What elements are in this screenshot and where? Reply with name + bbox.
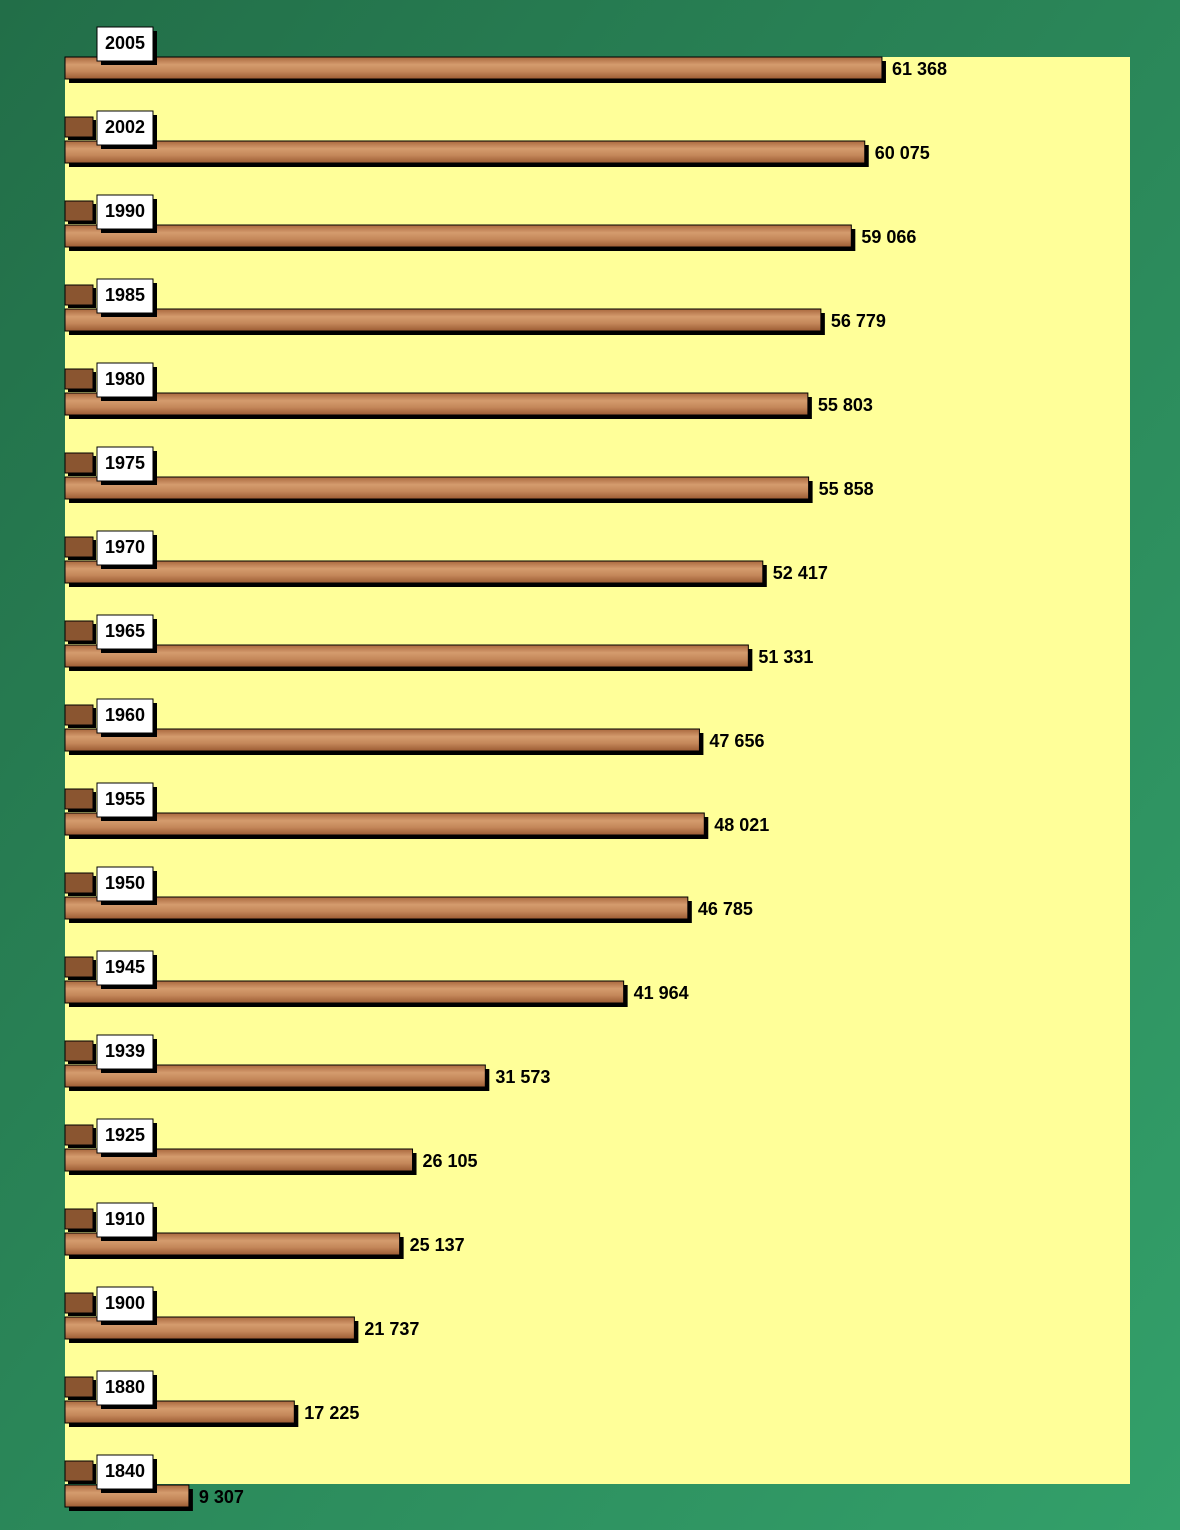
year-label: 1955	[105, 789, 145, 809]
year-label: 1900	[105, 1293, 145, 1313]
value-label: 55 858	[819, 479, 874, 499]
bar	[64, 392, 809, 416]
bar-stub	[64, 620, 94, 642]
bar-stub	[64, 1292, 94, 1314]
value-label: 52 417	[773, 563, 828, 583]
year-label-box	[96, 698, 154, 734]
year-label: 1975	[105, 453, 145, 473]
bar	[64, 728, 700, 752]
value-label: 56 779	[831, 311, 886, 331]
year-label: 1939	[105, 1041, 145, 1061]
value-label: 17 225	[304, 1403, 359, 1423]
year-label: 1985	[105, 285, 145, 305]
year-label-box	[96, 1034, 154, 1070]
year-label: 1980	[105, 369, 145, 389]
year-label: 2002	[105, 117, 145, 137]
year-label-box	[96, 110, 154, 146]
year-label-box	[96, 1202, 154, 1238]
bar-stub	[64, 1208, 94, 1230]
year-label-box	[96, 950, 154, 986]
year-label: 1960	[105, 705, 145, 725]
year-label: 1925	[105, 1125, 145, 1145]
bar-stub	[64, 1460, 94, 1482]
year-label: 2005	[105, 33, 145, 53]
bar	[64, 644, 749, 668]
bar-stub	[64, 788, 94, 810]
value-label: 25 137	[410, 1235, 465, 1255]
bar	[64, 980, 625, 1004]
bar-stub	[64, 956, 94, 978]
year-label-box	[96, 614, 154, 650]
year-label-box	[96, 1454, 154, 1490]
value-label: 41 964	[634, 983, 689, 1003]
bar	[64, 140, 866, 164]
bar-stub	[64, 200, 94, 222]
value-label: 59 066	[861, 227, 916, 247]
bar	[64, 896, 689, 920]
year-label-box	[96, 26, 154, 62]
value-label: 46 785	[698, 899, 753, 919]
bar-stub	[64, 116, 94, 138]
value-label: 61 368	[892, 59, 947, 79]
bar-stub	[64, 452, 94, 474]
bar-stub	[64, 1124, 94, 1146]
year-label-box	[96, 1286, 154, 1322]
bar	[64, 560, 764, 584]
year-label-box	[96, 362, 154, 398]
value-label: 48 021	[714, 815, 769, 835]
bar	[64, 308, 822, 332]
bar-stub	[64, 536, 94, 558]
value-label: 51 331	[758, 647, 813, 667]
year-label-box	[96, 278, 154, 314]
value-label: 47 656	[709, 731, 764, 751]
year-label-box	[96, 782, 154, 818]
value-label: 60 075	[875, 143, 930, 163]
value-label: 31 573	[495, 1067, 550, 1087]
value-label: 55 803	[818, 395, 873, 415]
value-label: 26 105	[423, 1151, 478, 1171]
year-label-box	[96, 530, 154, 566]
value-label: 21 737	[364, 1319, 419, 1339]
year-label: 1990	[105, 201, 145, 221]
year-label: 1965	[105, 621, 145, 641]
bar-stub	[64, 872, 94, 894]
year-label-box	[96, 1118, 154, 1154]
plot-area	[65, 57, 1130, 1484]
year-label: 1910	[105, 1209, 145, 1229]
bar	[64, 1064, 486, 1088]
year-label: 1840	[105, 1461, 145, 1481]
bar-stub	[64, 368, 94, 390]
year-label-box	[96, 866, 154, 902]
bar	[64, 56, 883, 80]
value-label: 9 307	[199, 1487, 244, 1507]
year-label: 1970	[105, 537, 145, 557]
bar-stub	[64, 284, 94, 306]
year-label-box	[96, 194, 154, 230]
bar	[64, 476, 810, 500]
year-label-box	[96, 1370, 154, 1406]
year-label: 1880	[105, 1377, 145, 1397]
year-label-box	[96, 446, 154, 482]
year-label: 1945	[105, 957, 145, 977]
bar-stub	[64, 704, 94, 726]
bar	[64, 224, 852, 248]
year-label: 1950	[105, 873, 145, 893]
bar-stub	[64, 1376, 94, 1398]
bar-stub	[64, 1040, 94, 1062]
bar	[64, 812, 705, 836]
